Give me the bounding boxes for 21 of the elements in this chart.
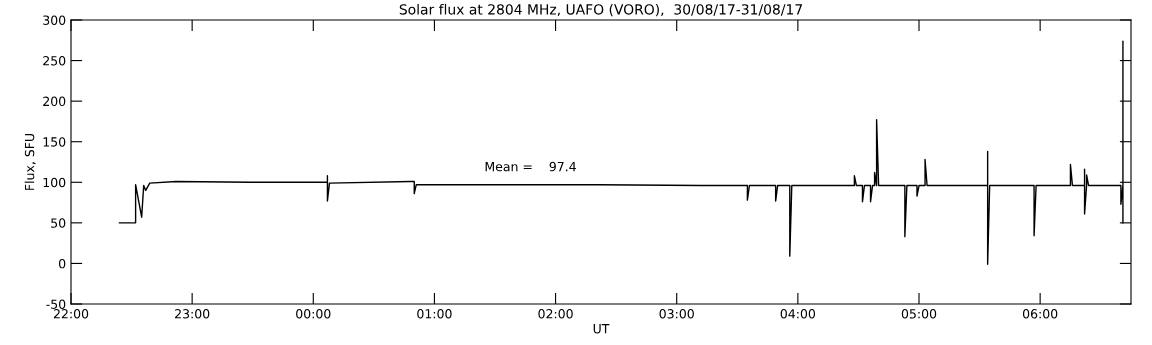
y-tick-label: 100 [43, 177, 66, 188]
x-tick-label: 03:00 [659, 309, 694, 319]
chart-title: Solar flux at 2804 MHz, UAFO (VORO), 30/08/17-31/08/17 [399, 3, 802, 17]
x-tick-label: 02:00 [538, 309, 573, 319]
x-tick-label: 05:00 [901, 309, 937, 319]
y-tick-label: 250 [43, 56, 66, 66]
x-tick-label: 22:00 [53, 309, 89, 319]
y-tick-label: 300 [43, 15, 66, 25]
y-tick-label: 150 [43, 137, 66, 147]
x-tick-label: 01:00 [417, 309, 452, 319]
y-tick-label: -50 [46, 299, 66, 309]
annotation: Mean = 97.4 [485, 161, 576, 172]
x-tick-label: 00:00 [296, 309, 331, 319]
x-tick-label: 06:00 [1022, 309, 1058, 319]
x-tick-label: 04:00 [780, 309, 816, 319]
y-tick-label: 50 [51, 218, 66, 228]
x-tick-label: 23:00 [175, 309, 210, 319]
y-tick-label: 200 [43, 96, 66, 107]
y-tick-label: 0 [59, 258, 66, 269]
x-axis-title: UT [593, 324, 610, 334]
y-axis-title: Flux, SFU [24, 133, 36, 190]
